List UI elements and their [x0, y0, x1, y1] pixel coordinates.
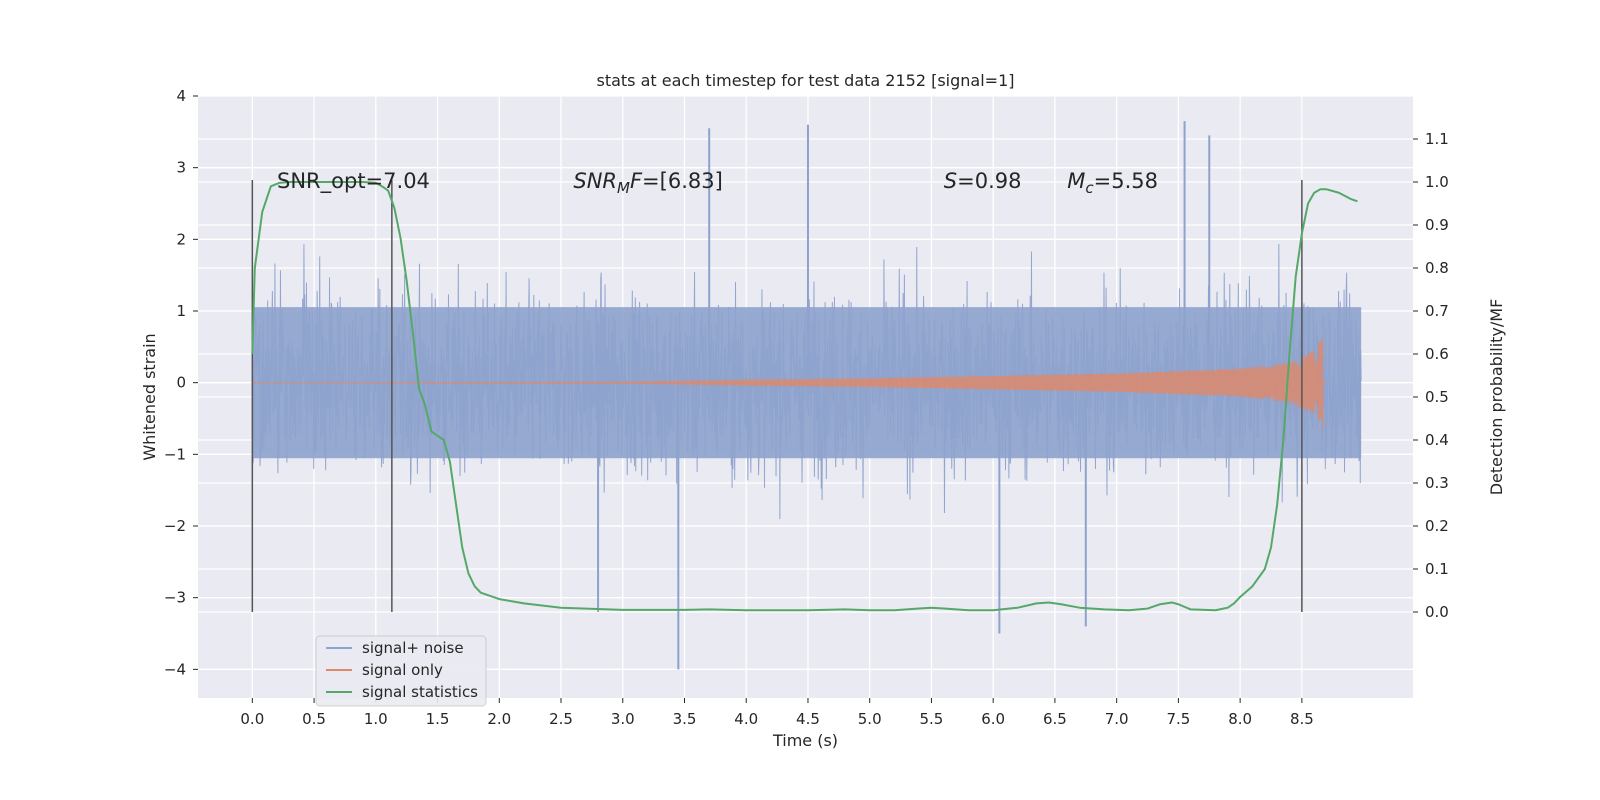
annotation-mc-value: Mc=5.58 [1067, 169, 1158, 197]
y-tick-label: 2 [176, 230, 186, 248]
x-tick-label: 5.5 [920, 710, 944, 728]
plot-content [251, 121, 1362, 670]
y-right-tick-label: 0.9 [1425, 216, 1449, 234]
vertical-markers [251, 180, 1303, 612]
x-tick-label: 4.0 [734, 710, 758, 728]
y-tick-label: 4 [176, 87, 186, 105]
annotation-snr-mf: SNRMF=[6.83] [573, 169, 722, 197]
y-right-tick-label: 0.5 [1425, 388, 1449, 406]
y-right-tick-label: 0.7 [1425, 302, 1449, 320]
x-tick-label: 4.5 [796, 710, 820, 728]
x-tick-label: 7.0 [1105, 710, 1129, 728]
x-tick-label: 1.0 [364, 710, 388, 728]
x-tick-label: 1.5 [426, 710, 450, 728]
y-tick-label: 3 [176, 159, 186, 177]
y-right-tick-label: 0.0 [1425, 603, 1449, 621]
y-tick-label: −4 [164, 660, 186, 678]
y-right-axis-label: Detection probability/MF [1487, 299, 1506, 496]
x-tick-label: 3.0 [611, 710, 635, 728]
x-tick-label: 0.5 [302, 710, 326, 728]
legend-label: signal statistics [362, 683, 478, 701]
annotation-s-value: S=0.98 [944, 169, 1022, 193]
y-tick-label: −1 [164, 445, 186, 463]
y-right-tick-label: 0.4 [1425, 431, 1449, 449]
y-axis-ticks: 4 3 2 1 0 −1 −2 −3 −4 [164, 87, 198, 678]
y-right-axis-ticks: 0.0 0.1 0.2 0.3 0.4 0.5 0.6 0.7 0.8 0.9 1.0 1.1 [1413, 130, 1449, 621]
x-tick-label: 2.0 [487, 710, 511, 728]
annotations: SNR_opt=7.04 SNRMF=[6.83] S=0.98 Mc=5.58 [277, 169, 1158, 197]
x-axis-label: Time (s) [772, 731, 838, 750]
y-right-tick-label: 0.6 [1425, 345, 1449, 363]
chart-title: stats at each timestep for test data 215… [596, 71, 1014, 90]
y-right-tick-label: 0.8 [1425, 259, 1449, 277]
y-right-tick-label: 1.0 [1425, 173, 1449, 191]
y-right-tick-label: 0.1 [1425, 560, 1449, 578]
x-tick-label: 6.5 [1043, 710, 1067, 728]
series-signal-only [252, 337, 1327, 430]
series-signal-statistics [251, 181, 1358, 612]
y-tick-label: −2 [164, 517, 186, 535]
x-tick-label: 8.0 [1228, 710, 1252, 728]
x-tick-label: 7.5 [1166, 710, 1190, 728]
x-tick-label: 2.5 [549, 710, 573, 728]
x-axis-ticks: 0.0 0.5 1.0 1.5 2.0 2.5 3.0 3.5 4.0 4.5 5.0 5.5 6.0 6… [240, 698, 1314, 728]
y-right-tick-label: 0.3 [1425, 474, 1449, 492]
legend: signal+ noise signal only signal statistic… [315, 635, 487, 707]
x-tick-label: 5.0 [858, 710, 882, 728]
y-right-tick-label: 0.2 [1425, 517, 1449, 535]
y-right-tick-label: 1.1 [1425, 130, 1449, 148]
legend-label: signal only [362, 661, 443, 679]
x-tick-label: 0.0 [240, 710, 264, 728]
y-tick-label: 0 [176, 374, 186, 392]
y-axis-label: Whitened strain [140, 333, 159, 460]
annotation-snr-opt: SNR_opt=7.04 [277, 169, 430, 194]
legend-label: signal+ noise [362, 639, 464, 657]
y-tick-label: 1 [176, 302, 186, 320]
y-tick-label: −3 [164, 589, 186, 607]
x-tick-label: 8.5 [1290, 710, 1314, 728]
x-tick-label: 3.5 [673, 710, 697, 728]
x-tick-label: 6.0 [981, 710, 1005, 728]
legend-box [315, 635, 487, 707]
